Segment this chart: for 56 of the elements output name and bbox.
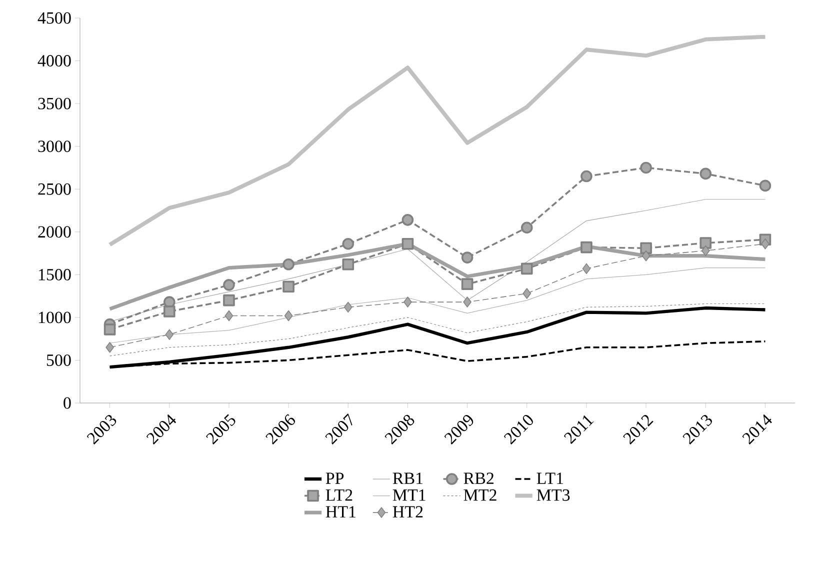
point bbox=[106, 342, 114, 353]
legend-label: RB2 bbox=[464, 472, 494, 484]
legend-label: LT1 bbox=[536, 472, 564, 484]
point bbox=[402, 238, 414, 250]
point bbox=[520, 262, 533, 275]
line-series bbox=[108, 34, 768, 247]
point bbox=[642, 250, 650, 262]
point bbox=[580, 241, 592, 254]
point bbox=[640, 162, 652, 174]
point bbox=[700, 168, 712, 180]
point bbox=[580, 170, 592, 182]
point bbox=[223, 294, 235, 306]
point bbox=[282, 280, 294, 293]
point bbox=[582, 263, 591, 274]
legend-label: MT1 bbox=[392, 489, 426, 501]
y-tick-label: 0 bbox=[64, 397, 71, 409]
legend-label: LT2 bbox=[326, 489, 352, 501]
point bbox=[520, 222, 533, 234]
point bbox=[640, 242, 652, 254]
point bbox=[104, 324, 116, 336]
point bbox=[282, 258, 294, 270]
point bbox=[224, 310, 234, 322]
x-tick-label: 2011 bbox=[564, 415, 594, 444]
point bbox=[342, 238, 354, 250]
point bbox=[461, 278, 474, 290]
y-tick-label: 4500 bbox=[38, 12, 71, 24]
point bbox=[342, 258, 354, 270]
point bbox=[404, 296, 412, 308]
point bbox=[344, 302, 352, 313]
legend-label: HT2 bbox=[392, 506, 423, 518]
point bbox=[165, 329, 174, 340]
point bbox=[700, 237, 712, 249]
point bbox=[759, 180, 772, 192]
point bbox=[223, 279, 235, 291]
y-tick-label: 3500 bbox=[38, 98, 71, 110]
point bbox=[461, 252, 474, 264]
point bbox=[463, 296, 472, 308]
legend-label: HT1 bbox=[326, 506, 356, 518]
y-tick-label: 2000 bbox=[38, 226, 71, 238]
y-tick-label: 2500 bbox=[38, 183, 71, 195]
point bbox=[522, 288, 532, 299]
legend-label: MT3 bbox=[536, 489, 570, 501]
y-tick-label: 1500 bbox=[38, 268, 71, 280]
y-tick-label: 1000 bbox=[38, 312, 71, 324]
point bbox=[402, 214, 414, 226]
y-tick-label: 500 bbox=[46, 354, 71, 366]
legend-label: RB1 bbox=[392, 472, 423, 484]
point bbox=[701, 245, 710, 256]
legend-label: PP bbox=[326, 472, 344, 484]
point bbox=[284, 310, 293, 322]
legend-label: MT2 bbox=[464, 489, 496, 501]
point bbox=[163, 306, 176, 318]
y-tick-label: 4000 bbox=[38, 55, 71, 67]
y-tick-label: 3000 bbox=[38, 140, 71, 152]
point bbox=[761, 238, 770, 250]
line-series bbox=[109, 303, 766, 356]
